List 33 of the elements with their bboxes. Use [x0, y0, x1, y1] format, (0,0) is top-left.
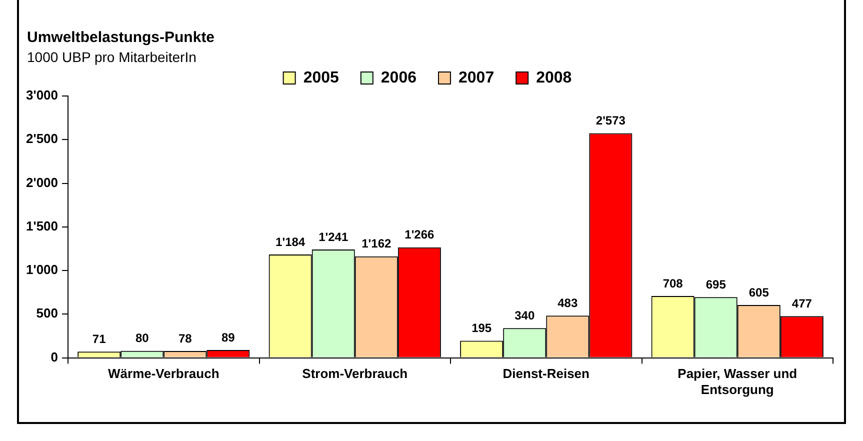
y-tick-label: 2'000 [26, 174, 58, 190]
data-label: 605 [748, 285, 770, 300]
data-label: 89 [222, 330, 236, 344]
x-tick-label: Dienst-Reisen [502, 366, 590, 382]
data-label: 340 [514, 308, 535, 322]
data-label: 78 [178, 331, 192, 346]
chart-title: Umweltbelastungs-Punkte [27, 29, 215, 46]
y-tick-label: 1'500 [26, 218, 58, 234]
data-label: 2'573 [596, 114, 626, 128]
legend-label: 2008 [536, 69, 572, 86]
data-label: 695 [706, 277, 726, 292]
data-label: 71 [92, 332, 106, 346]
legend-label: 2005 [303, 69, 340, 86]
legend-label: 2007 [458, 69, 494, 86]
data-label: 1'184 [276, 234, 306, 249]
data-label: 477 [792, 296, 812, 310]
x-tick-label: Wärme-Verbrauch [108, 366, 220, 382]
data-label: 1'266 [404, 228, 435, 242]
x-tick-label: Strom-Verbrauch [302, 366, 408, 382]
x-tick-label: Papier, Wasser und Entsorgung [678, 366, 798, 397]
data-label: 1'241 [318, 230, 348, 244]
y-tick-label: 0 [50, 349, 58, 364]
data-label: 483 [558, 296, 578, 310]
data-label: 195 [472, 321, 492, 336]
y-tick-label: 1'000 [26, 262, 58, 278]
data-label: 708 [662, 276, 684, 290]
legend-label: 2006 [380, 69, 417, 86]
y-tick-label: 2'500 [26, 131, 58, 146]
chart-subtitle: 1000 UBP pro MitarbeiterIn [27, 49, 196, 65]
data-label: 1'162 [362, 236, 392, 251]
y-tick-label: 500 [36, 306, 58, 321]
y-tick-label: 3'000 [26, 88, 58, 103]
data-label: 80 [135, 331, 150, 346]
